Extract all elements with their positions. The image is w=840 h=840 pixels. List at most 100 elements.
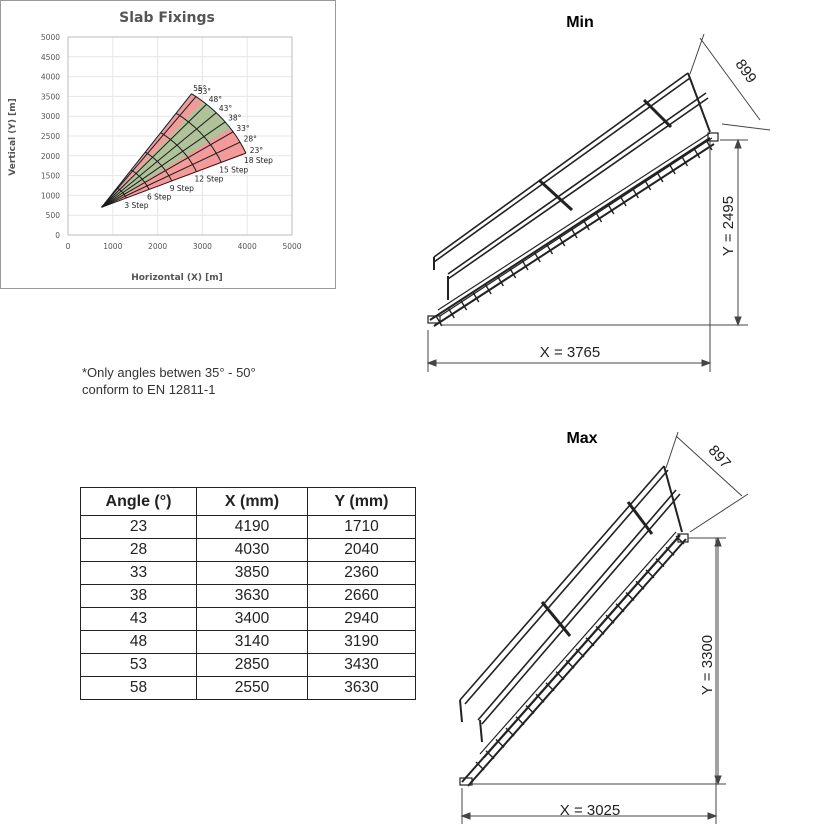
- cell-x: 3400: [196, 607, 308, 631]
- cell-y: 3430: [307, 653, 416, 677]
- min-y-label: Y = 2495: [720, 196, 737, 256]
- cell-x: 4190: [196, 515, 308, 539]
- table-row: 53 2850 3430: [80, 653, 416, 677]
- y-tick-label: 3500: [41, 92, 60, 101]
- step-label: 6 Step: [147, 192, 171, 201]
- cell-angle: 28: [80, 538, 197, 562]
- stair-tread: [631, 187, 639, 199]
- cell-y: 2360: [307, 561, 416, 585]
- angle-line: [101, 152, 247, 208]
- cell-y: 3190: [307, 630, 416, 654]
- stair-tread: [705, 139, 713, 151]
- x-axis-title: Horizontal (X) [m]: [131, 273, 223, 283]
- step-label: 15 Step: [219, 165, 248, 174]
- angle-dimensions-table: Angle (°) X (mm) Y (mm) 23 4190 1710 28 4030…: [80, 487, 416, 700]
- step-arc: [191, 93, 247, 154]
- table-header-row: Angle (°) X (mm) Y (mm): [80, 487, 416, 516]
- y-tick-label: 3000: [41, 112, 60, 121]
- y-tick-label: 4500: [41, 53, 60, 62]
- stair-tread: [475, 761, 485, 771]
- stair-tread: [555, 671, 565, 681]
- y-tick-label: 2500: [41, 132, 60, 141]
- stair-tread: [495, 738, 505, 748]
- stair-tread: [668, 163, 676, 175]
- max-staircase: [459, 465, 689, 787]
- min-staircase: [427, 72, 719, 327]
- cell-y: 1710: [307, 515, 416, 539]
- table-row: 23 4190 1710: [80, 515, 416, 539]
- max-treads: [475, 535, 685, 771]
- stair-tread: [496, 275, 504, 287]
- max-title: Max: [566, 430, 597, 447]
- stair-tread: [545, 243, 554, 255]
- stair-tread: [570, 227, 578, 239]
- step-arc: [175, 112, 222, 163]
- x-tick-label: 4000: [238, 242, 257, 251]
- stair-tread: [525, 705, 535, 714]
- stair-tread: [565, 659, 575, 669]
- header-x: X (mm): [196, 487, 308, 516]
- header-y: Y (mm): [307, 487, 416, 516]
- stair-tread: [655, 558, 665, 568]
- step-arc: [160, 132, 197, 172]
- step-arc: [130, 169, 150, 190]
- min-x-label: X = 3765: [540, 344, 600, 361]
- stair-tread: [535, 693, 545, 703]
- cell-x: 3140: [196, 630, 308, 654]
- min-stair-drawing: Min X = 3765 Y = 2495 899: [426, 14, 771, 372]
- stair-tread: [607, 203, 615, 215]
- x-tick-label: 0: [66, 242, 71, 251]
- y-tick-label: 500: [46, 211, 61, 220]
- cell-x: 2550: [196, 676, 308, 700]
- stair-tread: [675, 535, 685, 545]
- stair-tread: [644, 179, 652, 191]
- table-row: 28 4030 2040: [80, 538, 416, 562]
- angle-label: 55°: [193, 84, 207, 93]
- cell-angle: 53: [80, 653, 197, 677]
- angle-label: 43°: [219, 104, 233, 113]
- header-angle: Angle (°): [80, 487, 197, 516]
- stair-tread: [594, 211, 603, 223]
- table-row: 43 3400 2940: [80, 607, 416, 631]
- y-tick-label: 2000: [41, 152, 60, 161]
- angle-line: [101, 112, 217, 208]
- stair-tread: [605, 614, 615, 624]
- max-rail-label: 897: [705, 442, 734, 472]
- stair-tread: [585, 637, 595, 647]
- stair-tread: [472, 291, 480, 303]
- y-tick-label: 5000: [41, 33, 60, 42]
- stair-tread: [545, 682, 555, 692]
- stair-tread: [484, 283, 492, 295]
- stair-tread: [505, 727, 515, 737]
- y-tick-label: 0: [55, 231, 60, 240]
- min-treads: [435, 139, 713, 327]
- stair-tread: [575, 648, 585, 658]
- stair-tread: [625, 592, 635, 601]
- cell-x: 2850: [196, 653, 308, 677]
- stair-tread: [435, 315, 443, 327]
- cell-angle: 48: [80, 630, 197, 654]
- stair-tread: [619, 195, 627, 207]
- cell-x: 3630: [196, 584, 308, 608]
- stair-tread: [656, 171, 664, 183]
- chart-note-line-1: *Only angles betwen 35° - 50°: [82, 365, 256, 380]
- stair-tread: [582, 219, 590, 231]
- cell-angle: 38: [80, 584, 197, 608]
- cell-y: 2040: [307, 538, 416, 562]
- x-tick-label: 5000: [282, 242, 301, 251]
- max-stair-drawing: Max X = 3025 Y = 3300 897: [459, 430, 749, 824]
- plot-area: [67, 36, 293, 236]
- step-label: 9 Step: [170, 184, 194, 193]
- angle-label: 53°: [198, 87, 212, 96]
- step-label: 18 Step: [244, 156, 273, 165]
- x-tick-label: 2000: [148, 242, 167, 251]
- stair-tread: [645, 569, 655, 579]
- x-tick-label: 1000: [103, 242, 122, 251]
- stair-tread: [515, 716, 525, 726]
- y-tick-label: 1500: [41, 172, 60, 181]
- chart-note-line-2: conform to EN 12811-1: [82, 382, 216, 397]
- stair-tread: [665, 546, 675, 556]
- cell-angle: 33: [80, 561, 197, 585]
- angle-label: 38°: [228, 114, 242, 123]
- stair-tread: [615, 603, 625, 613]
